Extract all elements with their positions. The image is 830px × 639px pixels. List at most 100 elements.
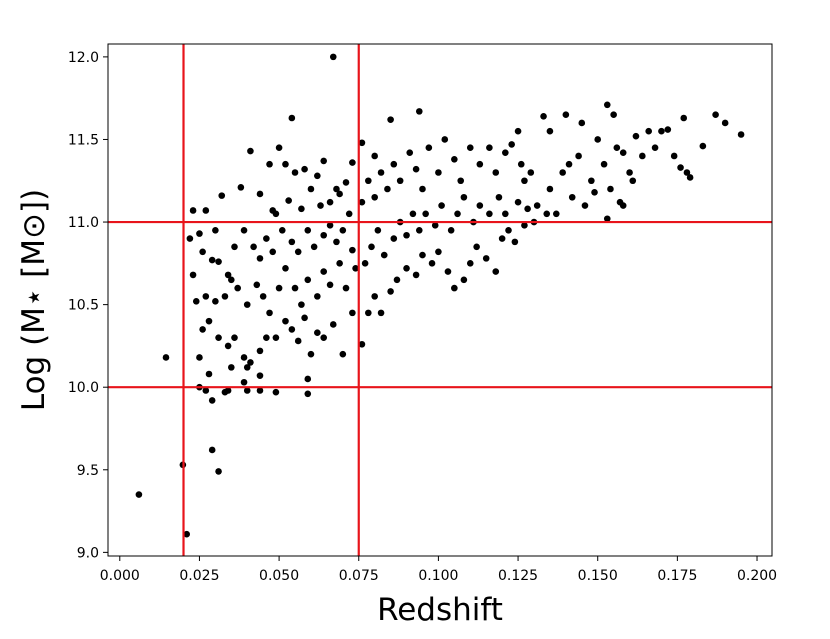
point: [358, 340, 366, 348]
point: [339, 227, 347, 234]
point: [486, 210, 493, 218]
point: [349, 246, 356, 254]
point: [438, 202, 445, 209]
plot-frame: [107, 43, 773, 557]
point: [603, 215, 611, 223]
point: [192, 298, 200, 305]
point: [352, 264, 359, 272]
point: [298, 205, 305, 213]
x-axis-label: Redshift: [377, 592, 503, 628]
point: [224, 342, 232, 350]
point: [508, 141, 515, 148]
point: [240, 378, 248, 386]
point: [234, 284, 241, 292]
point: [336, 260, 343, 267]
point: [256, 347, 264, 355]
point: [514, 127, 522, 135]
point: [272, 210, 280, 218]
point: [419, 185, 426, 193]
point: [358, 139, 366, 147]
point: [240, 354, 248, 361]
point: [578, 119, 586, 127]
point: [616, 198, 624, 206]
point: [333, 238, 340, 246]
point: [199, 248, 206, 256]
point: [409, 210, 417, 218]
point: [307, 185, 315, 193]
point: [610, 111, 617, 118]
point: [502, 210, 509, 218]
point: [492, 268, 500, 275]
point: [444, 268, 452, 275]
point: [320, 231, 328, 239]
point: [371, 152, 378, 160]
point: [266, 309, 273, 317]
point: [336, 190, 343, 198]
point: [304, 276, 312, 284]
point: [288, 238, 296, 246]
point: [269, 248, 277, 256]
point: [546, 185, 554, 193]
x-tick-label: 0.150: [578, 568, 618, 584]
point: [498, 235, 506, 242]
point: [243, 364, 251, 371]
point: [517, 160, 525, 168]
x-tick-label: 0.200: [737, 568, 777, 584]
point: [291, 169, 299, 176]
point: [384, 185, 391, 193]
point: [466, 260, 474, 267]
point: [215, 334, 222, 341]
point: [339, 350, 347, 358]
point: [304, 227, 312, 234]
point: [460, 276, 468, 284]
point: [559, 169, 566, 176]
point: [371, 193, 378, 201]
point: [626, 169, 633, 176]
point: [212, 227, 219, 234]
point: [301, 165, 308, 173]
point: [212, 298, 219, 305]
point: [135, 491, 143, 498]
point: [607, 185, 614, 193]
point: [664, 126, 672, 133]
point: [619, 149, 627, 156]
point: [454, 210, 461, 218]
point: [658, 127, 665, 135]
point: [565, 160, 573, 168]
point: [371, 293, 378, 300]
point: [562, 111, 570, 118]
point: [683, 169, 691, 176]
y-tick-label: 11.5: [68, 132, 99, 148]
point: [737, 131, 745, 138]
point: [231, 334, 238, 341]
point: [374, 227, 382, 234]
y-tick-label: 9.0: [77, 545, 99, 561]
point: [613, 144, 621, 152]
point: [199, 326, 206, 333]
x-tick-label: 0.075: [339, 568, 379, 584]
point: [208, 446, 216, 454]
point: [403, 264, 410, 272]
point: [415, 108, 423, 115]
point: [651, 144, 659, 152]
point: [208, 256, 216, 264]
point: [162, 354, 170, 361]
point: [224, 387, 232, 394]
point: [712, 111, 719, 118]
point: [365, 309, 372, 317]
point: [476, 160, 484, 168]
point: [282, 160, 289, 168]
x-tick-label: 0.025: [179, 568, 219, 584]
point: [575, 152, 582, 160]
point: [215, 468, 222, 475]
point: [368, 243, 375, 251]
x-tick-label: 0.100: [418, 568, 458, 584]
point: [326, 198, 334, 206]
point: [196, 230, 203, 237]
point: [699, 142, 707, 150]
point: [288, 326, 296, 333]
point: [629, 177, 637, 185]
x-tick-label: 0.000: [100, 568, 140, 584]
point: [205, 317, 213, 325]
point: [272, 388, 280, 396]
